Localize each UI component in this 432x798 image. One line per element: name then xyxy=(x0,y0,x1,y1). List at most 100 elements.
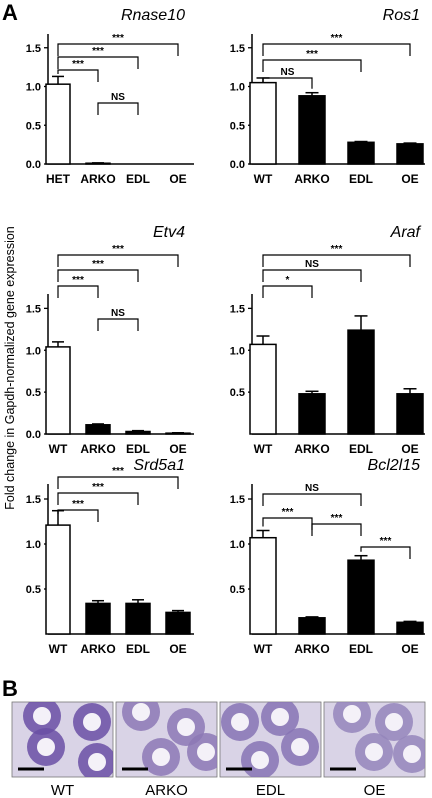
bar-arko xyxy=(298,617,326,635)
significance-bracket xyxy=(57,492,139,505)
significance-bracket xyxy=(97,318,139,331)
chart-title: Etv4 xyxy=(153,224,185,241)
bar-oe xyxy=(396,143,424,165)
tubule-group xyxy=(23,702,113,777)
significance-label: * xyxy=(286,275,290,286)
significance-bracket xyxy=(360,546,411,559)
significance-label: *** xyxy=(380,536,392,547)
bar-edl xyxy=(125,602,151,635)
histology-panel: WT ARKO EDL OE xyxy=(11,701,426,798)
x-tick-label-wt: WT xyxy=(49,442,68,456)
x-tick-label-arko: ARKO xyxy=(294,442,329,456)
x-tick-label-arko: ARKO xyxy=(294,172,329,186)
y-tick-label: 0.5 xyxy=(230,120,245,132)
bar-wt xyxy=(249,536,277,635)
significance-label: *** xyxy=(72,59,84,70)
significance-label: *** xyxy=(112,244,124,255)
significance-label: *** xyxy=(331,33,343,44)
histology-label-wt: WT xyxy=(51,782,74,798)
x-tick-label-edl: EDL xyxy=(349,642,373,656)
bar-arko xyxy=(298,393,326,435)
histology-label-edl: EDL xyxy=(256,782,285,798)
x-tick-label-arko: ARKO xyxy=(80,442,115,456)
significance-bracket xyxy=(262,59,362,72)
significance-label: *** xyxy=(331,513,343,524)
y-tick-label: 0.0 xyxy=(230,159,245,171)
chart-etv4: Etv4 0.0 0.5 1.0 1.5 WT ARKO EDL OE *** *** *** NS xyxy=(26,224,194,456)
significance-label: *** xyxy=(92,46,104,57)
significance-label: *** xyxy=(92,259,104,270)
significance-label: *** xyxy=(112,33,124,44)
significance-bracket xyxy=(57,43,179,56)
bar-het xyxy=(45,83,71,165)
histology-image-oe: OE xyxy=(323,701,426,798)
panel-b-label: B xyxy=(2,676,18,701)
significance-bracket xyxy=(57,56,139,69)
y-tick-label: 0.0 xyxy=(26,429,41,441)
x-tick-label-oe: OE xyxy=(169,442,186,456)
chart-ros1: Ros1 0.0 0.5 1.0 1.5 WT ARKO EDL OE NS *** *** xyxy=(230,7,425,186)
panel-a-label: A xyxy=(2,0,18,25)
y-tick-label: 1.0 xyxy=(230,345,245,357)
x-tick-label-wt: WT xyxy=(254,642,273,656)
x-tick-label-oe: OE xyxy=(401,172,418,186)
significance-label: NS xyxy=(305,259,319,270)
bar-oe xyxy=(396,621,424,635)
significance-bracket xyxy=(262,269,362,282)
x-tick-label-edl: EDL xyxy=(126,642,150,656)
tubule-lumen xyxy=(271,708,289,726)
bar-wt xyxy=(249,343,277,435)
shared-y-axis-label: Fold change in Gapdh-normalized gene exp… xyxy=(3,226,17,510)
significance-label: NS xyxy=(281,67,295,78)
significance-label: *** xyxy=(72,499,84,510)
significance-label: *** xyxy=(306,49,318,60)
tubule-lumen xyxy=(152,748,170,766)
significance-bracket xyxy=(262,43,411,56)
chart-rnase10: Rnase10 0.0 0.5 1.0 1.5 HET ARKO EDL OE *** *** ***… xyxy=(26,7,194,186)
histology-image-edl: EDL xyxy=(219,701,322,798)
histology-label-arko: ARKO xyxy=(145,782,188,798)
significance-bracket xyxy=(262,254,411,267)
chart-title: Rnase10 xyxy=(121,7,185,24)
bar-wt xyxy=(249,81,277,165)
histology-image-arko: ARKO xyxy=(115,701,218,798)
tubule-lumen xyxy=(231,713,249,731)
tubule-group xyxy=(221,702,319,777)
chart-title: Ros1 xyxy=(383,7,420,24)
y-tick-label: 0.0 xyxy=(26,159,41,171)
tubule-lumen xyxy=(365,743,383,761)
y-tick-label: 1.5 xyxy=(230,43,245,55)
tubule-group xyxy=(122,702,217,776)
x-tick-label-wt: WT xyxy=(254,442,273,456)
chart-title: Bcl2l15 xyxy=(368,457,421,474)
x-tick-label-oe: OE xyxy=(401,442,418,456)
histology-image-wt: WT xyxy=(11,701,114,798)
significance-bracket xyxy=(262,517,313,530)
significance-bracket xyxy=(57,285,99,298)
tubule-lumen xyxy=(177,718,195,736)
x-tick-label-edl: EDL xyxy=(349,442,373,456)
x-tick-label-arko: ARKO xyxy=(80,642,115,656)
significance-label: NS xyxy=(111,308,125,319)
significance-bracket xyxy=(57,69,99,82)
chart-title: Srd5a1 xyxy=(133,457,185,474)
y-tick-label: 1.0 xyxy=(26,539,41,551)
y-tick-label: 0.5 xyxy=(230,387,245,399)
significance-label: *** xyxy=(72,275,84,286)
significance-bracket xyxy=(97,102,139,115)
bar-arko xyxy=(85,602,111,635)
significance-label: *** xyxy=(331,244,343,255)
tubule-group xyxy=(333,702,425,773)
y-tick-label: 0.5 xyxy=(26,120,41,132)
y-tick-label: 0.5 xyxy=(26,584,41,596)
x-tick-label-wt: WT xyxy=(49,642,68,656)
bar-edl xyxy=(347,559,375,635)
y-tick-label: 0.5 xyxy=(26,387,41,399)
bar-oe xyxy=(396,393,424,435)
chart-bcl2l15: Bcl2l15 0.5 1.0 1.5 WT ARKO EDL OE NS *** *** *** xyxy=(230,457,425,656)
x-tick-label-arko: ARKO xyxy=(294,642,329,656)
tubule-lumen xyxy=(132,703,150,721)
tubule-lumen xyxy=(251,751,269,769)
bar-edl xyxy=(347,329,375,435)
